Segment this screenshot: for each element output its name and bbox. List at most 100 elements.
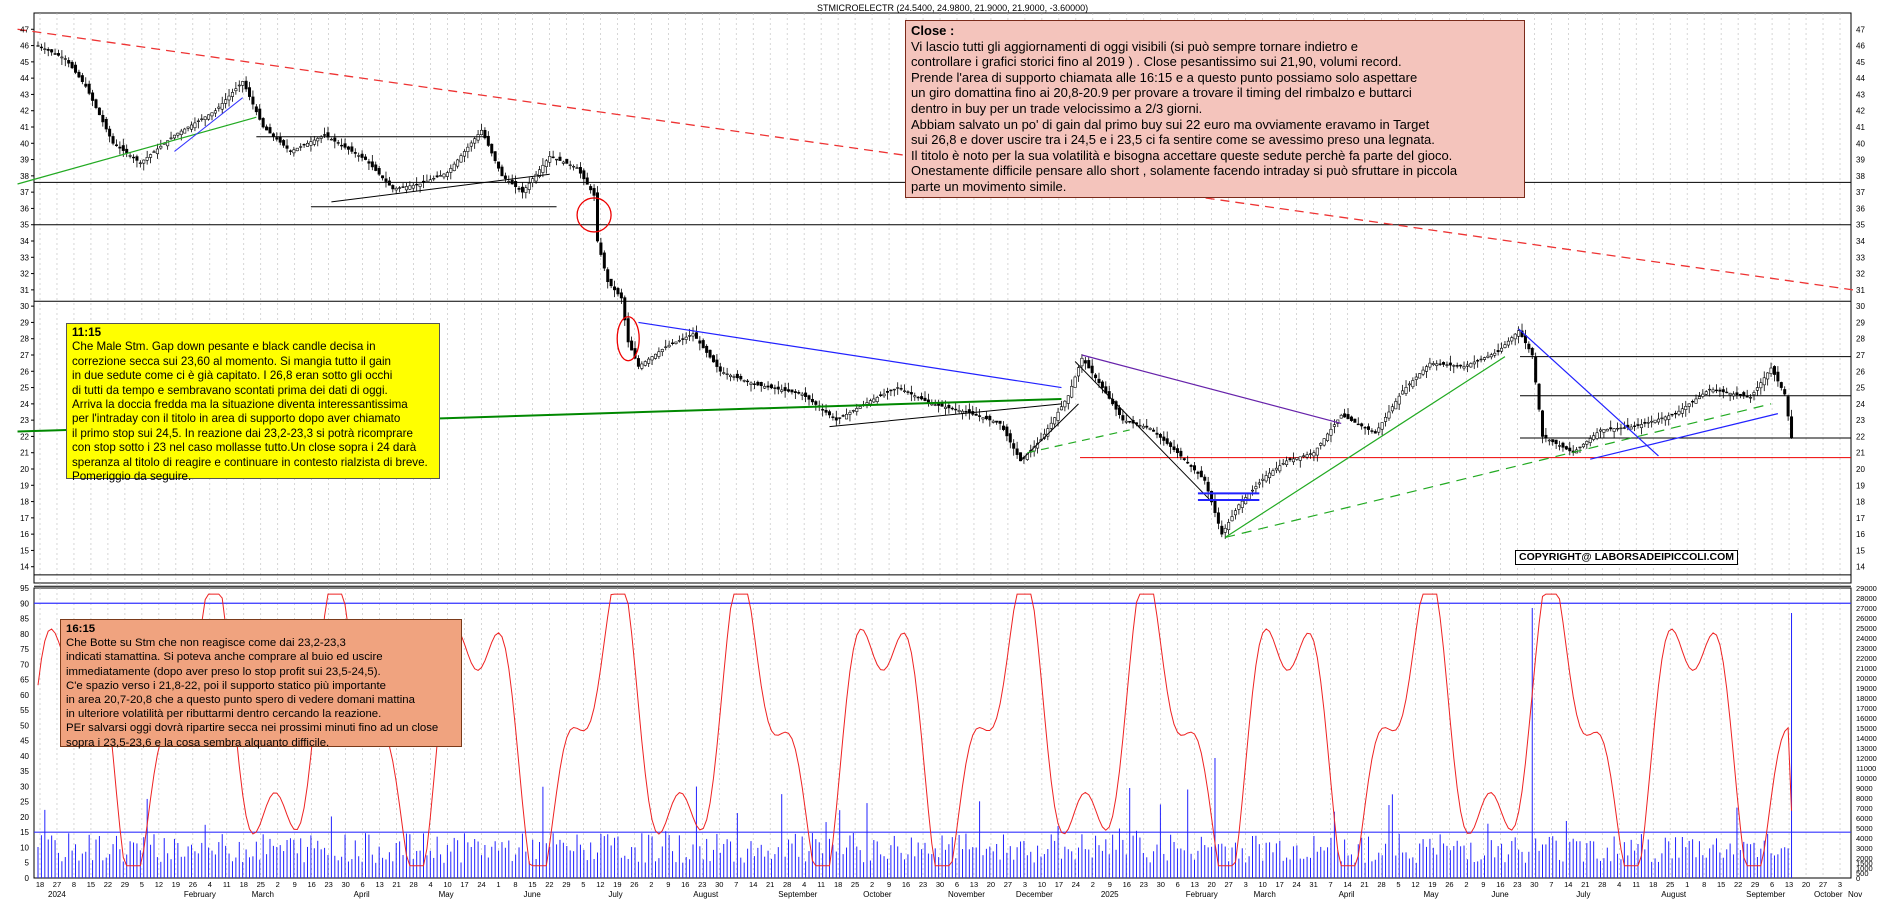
osc-tick-label: 80 xyxy=(20,630,29,639)
candle-body xyxy=(1281,462,1285,465)
volume-tick-label: 13000 xyxy=(1856,744,1877,753)
candle-body xyxy=(500,166,504,177)
candle-body xyxy=(909,392,913,395)
date-tick-label: 17 xyxy=(460,880,468,889)
date-tick-label: 25 xyxy=(1666,880,1674,889)
volume-tick-label: 23000 xyxy=(1856,644,1877,653)
candle-body xyxy=(1196,471,1200,474)
date-tick-label: 10 xyxy=(1038,880,1046,889)
price-tick-label-right: 18 xyxy=(1856,498,1865,507)
candle-body xyxy=(278,136,282,143)
date-tick-label: 21 xyxy=(766,880,774,889)
price-tick-label-right: 45 xyxy=(1856,58,1865,67)
date-tick-label: 28 xyxy=(1377,880,1385,889)
date-tick-label: 31 xyxy=(1309,880,1317,889)
candle-body xyxy=(333,137,337,142)
candle-body xyxy=(1482,357,1486,360)
candle-body xyxy=(1404,387,1408,394)
candle-body xyxy=(1319,443,1323,446)
candle-body xyxy=(1534,357,1538,383)
price-tick-label-left: 39 xyxy=(20,156,29,165)
candle-body xyxy=(53,53,57,55)
date-tick-label: 9 xyxy=(666,880,670,889)
candle-body xyxy=(899,388,903,390)
candle-body xyxy=(1650,420,1654,423)
volume-tick-label: 10000 xyxy=(1856,774,1877,783)
date-tick-label: 12 xyxy=(1411,880,1419,889)
price-tick-label-left: 22 xyxy=(20,432,29,441)
osc-tick-label: 75 xyxy=(20,645,29,654)
candle-body xyxy=(585,177,589,185)
volume-tick-label: 6000 xyxy=(1856,814,1873,823)
candle-body xyxy=(1581,443,1585,448)
candle-body xyxy=(210,112,214,117)
date-tick-label: 16 xyxy=(1123,880,1131,889)
candle-body xyxy=(954,408,958,411)
candle-body xyxy=(56,53,60,56)
candle-body xyxy=(490,143,494,154)
candle-body xyxy=(39,46,43,49)
candle-body xyxy=(1315,447,1319,456)
month-label: July xyxy=(1576,890,1590,899)
date-tick-label: 30 xyxy=(715,880,723,889)
price-tick-label-left: 27 xyxy=(20,351,29,360)
candle-body xyxy=(1598,429,1602,432)
candle-body xyxy=(558,156,562,161)
month-label: June xyxy=(523,890,541,899)
price-tick-label-left: 45 xyxy=(20,58,29,67)
candle-body xyxy=(394,187,398,191)
candle-body xyxy=(1554,439,1558,444)
candle-body xyxy=(1735,392,1739,395)
date-tick-label: 20 xyxy=(1208,880,1216,889)
candle-body xyxy=(1742,392,1746,397)
candle-body xyxy=(1680,408,1684,414)
candle-body xyxy=(626,318,630,343)
date-tick-label: 7 xyxy=(734,880,738,889)
candle-body xyxy=(988,415,992,421)
candle-body xyxy=(647,358,651,364)
date-tick-label: 23 xyxy=(919,880,927,889)
candle-body xyxy=(152,151,156,153)
date-tick-label: 28 xyxy=(409,880,417,889)
osc-tick-label: 60 xyxy=(20,691,29,700)
candle-body xyxy=(1704,391,1708,395)
candle-body xyxy=(664,346,668,348)
volume-tick-label: 15000 xyxy=(1856,724,1877,733)
candle-body xyxy=(1353,418,1357,423)
month-label: March xyxy=(1254,890,1276,899)
month-label: September xyxy=(1746,890,1785,899)
osc-tick-label: 90 xyxy=(20,599,29,608)
price-tick-label-right: 44 xyxy=(1856,74,1865,83)
price-tick-label-right: 20 xyxy=(1856,465,1865,474)
candle-body xyxy=(1179,450,1183,457)
price-tick-label-right: 21 xyxy=(1856,449,1865,458)
candle-body xyxy=(176,132,180,136)
volume-tick-label: 25000 xyxy=(1856,624,1877,633)
candle-body xyxy=(650,356,654,361)
price-tick-label-left: 19 xyxy=(20,481,29,490)
candle-body xyxy=(790,389,794,393)
candle-body xyxy=(1616,427,1620,430)
candle-body xyxy=(1506,340,1510,346)
volume-tick-label: 21000 xyxy=(1856,664,1877,673)
candle-body xyxy=(1390,406,1394,412)
candle-body xyxy=(520,186,524,193)
candle-body xyxy=(1124,420,1128,423)
candle-body xyxy=(708,349,712,358)
candle-body xyxy=(718,366,722,372)
candle-body xyxy=(1121,415,1125,421)
candle-body xyxy=(292,149,296,154)
candle-body xyxy=(404,186,408,191)
date-tick-label: 4 xyxy=(428,880,432,889)
candle-body xyxy=(616,288,620,295)
date-tick-label: 30 xyxy=(936,880,944,889)
candle-body xyxy=(1145,425,1149,428)
candle-body xyxy=(561,161,565,164)
candle-body xyxy=(824,409,828,413)
month-label: October xyxy=(1814,890,1843,899)
candle-body xyxy=(746,380,750,383)
price-tick-label-right: 38 xyxy=(1856,172,1865,181)
candle-body xyxy=(1066,395,1070,404)
candle-body xyxy=(1544,434,1548,439)
candle-body xyxy=(1117,407,1121,416)
